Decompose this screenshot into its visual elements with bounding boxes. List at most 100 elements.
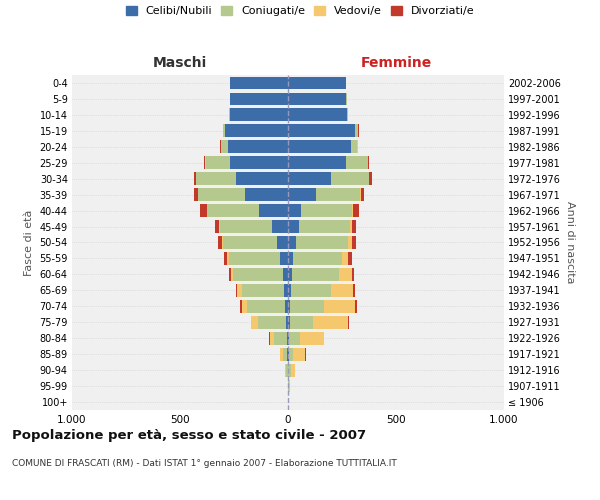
Bar: [241, 300, 288, 312]
Bar: [277, 236, 288, 249]
Bar: [288, 140, 358, 153]
Bar: [288, 236, 296, 249]
Bar: [288, 348, 293, 360]
Bar: [288, 236, 349, 249]
Bar: [230, 76, 288, 90]
Bar: [227, 140, 288, 153]
Bar: [288, 316, 349, 328]
Bar: [229, 252, 288, 265]
Bar: [288, 380, 289, 392]
Bar: [288, 284, 291, 296]
Bar: [223, 236, 288, 249]
Bar: [288, 76, 346, 90]
Bar: [237, 284, 288, 296]
Bar: [288, 332, 324, 344]
Bar: [280, 348, 288, 360]
Bar: [287, 332, 288, 344]
Bar: [288, 108, 349, 122]
Bar: [284, 284, 288, 296]
Bar: [288, 124, 355, 137]
Bar: [285, 364, 288, 376]
Bar: [288, 172, 331, 185]
Bar: [288, 300, 323, 312]
Bar: [259, 204, 288, 217]
Bar: [223, 124, 288, 137]
Bar: [206, 204, 288, 217]
Bar: [205, 156, 288, 169]
Bar: [258, 316, 288, 328]
Bar: [288, 76, 346, 90]
Bar: [288, 332, 289, 344]
Text: Femmine: Femmine: [361, 56, 431, 70]
Bar: [288, 252, 342, 265]
Bar: [223, 124, 288, 137]
Bar: [288, 268, 339, 281]
Bar: [288, 172, 371, 185]
Text: Maschi: Maschi: [153, 56, 207, 70]
Bar: [215, 220, 288, 233]
Bar: [288, 252, 349, 265]
Bar: [288, 348, 306, 360]
Bar: [274, 332, 288, 344]
Bar: [196, 172, 288, 185]
Bar: [288, 92, 347, 106]
Bar: [288, 268, 355, 281]
Bar: [194, 172, 288, 185]
Bar: [280, 348, 288, 360]
Bar: [288, 188, 361, 201]
Bar: [221, 140, 288, 153]
Bar: [288, 300, 355, 312]
Bar: [280, 252, 288, 265]
Bar: [288, 204, 353, 217]
Bar: [288, 156, 370, 169]
Bar: [288, 188, 364, 201]
Bar: [206, 156, 288, 169]
Bar: [288, 348, 289, 360]
Bar: [288, 332, 323, 344]
Bar: [288, 268, 292, 281]
Bar: [288, 300, 290, 312]
Bar: [230, 92, 288, 106]
Bar: [288, 140, 358, 153]
Bar: [288, 284, 353, 296]
Bar: [221, 140, 288, 153]
Bar: [242, 284, 288, 296]
Bar: [285, 364, 288, 376]
Bar: [288, 172, 370, 185]
Bar: [288, 92, 347, 106]
Bar: [287, 348, 288, 360]
Legend: Celibi/Nubili, Coniugati/e, Vedovi/e, Divorziati/e: Celibi/Nubili, Coniugati/e, Vedovi/e, Di…: [125, 6, 475, 16]
Bar: [251, 316, 288, 328]
Bar: [230, 108, 288, 122]
Bar: [288, 332, 300, 344]
Bar: [251, 316, 288, 328]
Bar: [288, 220, 299, 233]
Bar: [288, 348, 305, 360]
Bar: [283, 268, 288, 281]
Bar: [288, 364, 290, 376]
Bar: [288, 140, 350, 153]
Text: COMUNE DI FRASCATI (RM) - Dati ISTAT 1° gennaio 2007 - Elaborazione TUTTITALIA.I: COMUNE DI FRASCATI (RM) - Dati ISTAT 1° …: [12, 458, 397, 468]
Bar: [229, 268, 288, 281]
Bar: [288, 124, 358, 137]
Y-axis label: Anni di nascita: Anni di nascita: [565, 201, 575, 284]
Bar: [224, 252, 288, 265]
Bar: [288, 140, 357, 153]
Bar: [245, 188, 288, 201]
Bar: [288, 220, 350, 233]
Bar: [288, 316, 290, 328]
Bar: [230, 76, 288, 90]
Bar: [198, 188, 288, 201]
Bar: [220, 140, 288, 153]
Bar: [288, 220, 356, 233]
Bar: [269, 332, 288, 344]
Bar: [230, 156, 288, 169]
Bar: [288, 108, 347, 122]
Bar: [288, 220, 352, 233]
Bar: [233, 268, 288, 281]
Bar: [229, 108, 288, 122]
Bar: [247, 300, 288, 312]
Bar: [288, 108, 349, 122]
Bar: [229, 108, 288, 122]
Bar: [230, 76, 288, 90]
